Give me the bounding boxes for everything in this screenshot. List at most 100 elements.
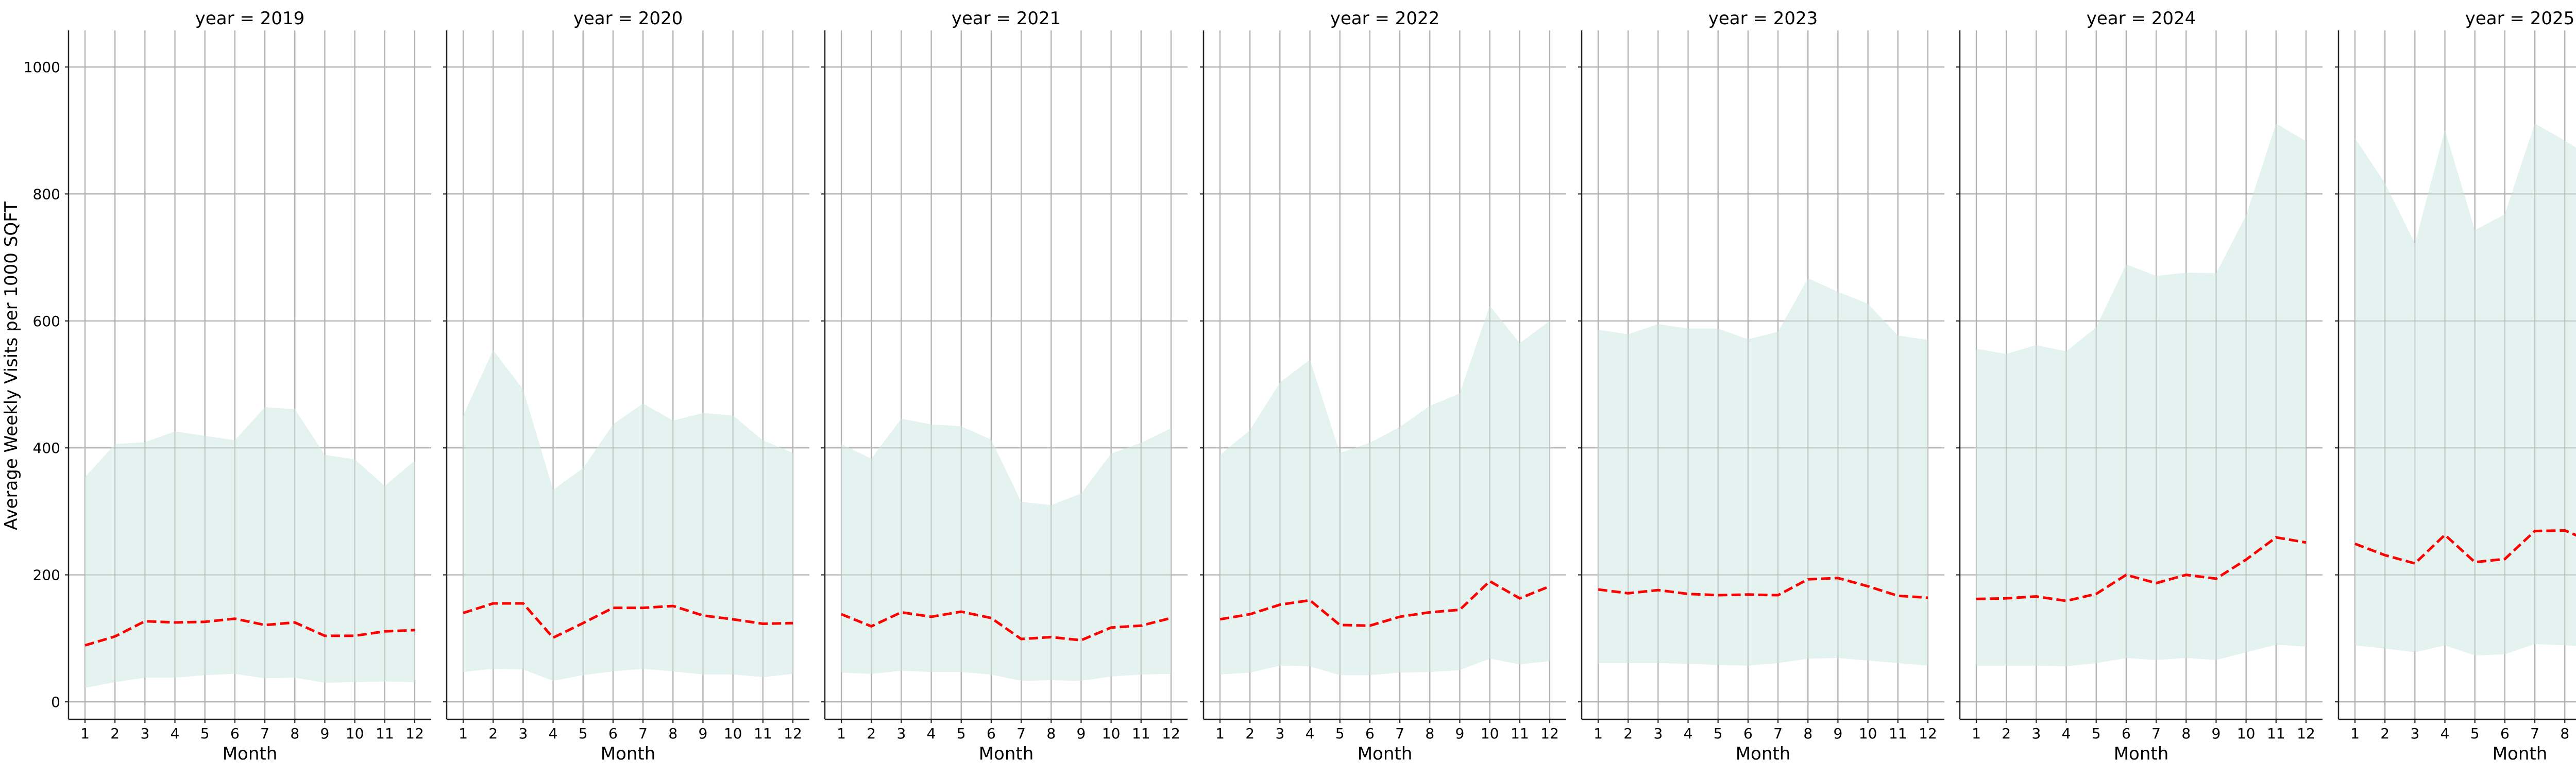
x-tick-label: 3 bbox=[140, 725, 149, 742]
x-tick-label: 8 bbox=[290, 725, 299, 742]
x-tick-label: 5 bbox=[2470, 725, 2480, 742]
x-tick-label: 12 bbox=[1162, 725, 1180, 742]
x-tick-label: 6 bbox=[987, 725, 996, 742]
x-tick-label: 2 bbox=[867, 725, 876, 742]
x-tick-label: 9 bbox=[320, 725, 330, 742]
x-tick-label: 8 bbox=[1803, 725, 1812, 742]
x-axis-label: Month bbox=[601, 744, 656, 764]
x-tick-label: 2 bbox=[110, 725, 120, 742]
x-tick-label: 6 bbox=[1365, 725, 1375, 742]
percentile-band bbox=[463, 350, 793, 681]
x-tick-label: 9 bbox=[1077, 725, 1086, 742]
x-tick-label: 4 bbox=[2441, 725, 2450, 742]
x-tick-label: 4 bbox=[2062, 725, 2071, 742]
x-tick-label: 7 bbox=[1395, 725, 1404, 742]
x-tick-label: 1 bbox=[1594, 725, 1603, 742]
x-tick-label: 5 bbox=[200, 725, 210, 742]
x-tick-label: 5 bbox=[957, 725, 966, 742]
x-tick-label: 2 bbox=[2380, 725, 2389, 742]
percentile-band bbox=[85, 407, 415, 688]
x-tick-label: 7 bbox=[1773, 725, 1783, 742]
x-tick-label: 11 bbox=[1889, 725, 1907, 742]
median-line bbox=[2354, 529, 2576, 565]
x-tick-label: 10 bbox=[1859, 725, 1877, 742]
x-tick-label: 3 bbox=[896, 725, 906, 742]
x-tick-label: 3 bbox=[2031, 725, 2041, 742]
x-tick-label: 5 bbox=[1714, 725, 1723, 742]
x-tick-label: 12 bbox=[405, 725, 424, 742]
x-tick-label: 10 bbox=[346, 725, 364, 742]
x-tick-label: 2 bbox=[1245, 725, 1255, 742]
x-axis-label: Month bbox=[223, 744, 278, 764]
x-tick-label: 10 bbox=[1481, 725, 1499, 742]
x-axis-label: Month bbox=[1736, 744, 1791, 764]
x-tick-label: 8 bbox=[1425, 725, 1434, 742]
x-tick-label: 3 bbox=[2410, 725, 2419, 742]
x-tick-label: 8 bbox=[668, 725, 677, 742]
x-tick-label: 10 bbox=[724, 725, 742, 742]
panel-title: year = 2019 bbox=[195, 8, 304, 29]
median-line bbox=[1219, 579, 1550, 627]
panel-title: year = 2022 bbox=[1330, 8, 1439, 29]
x-tick-label: 6 bbox=[2122, 725, 2131, 742]
x-tick-label: 7 bbox=[260, 725, 269, 742]
y-tick-label: 800 bbox=[33, 186, 60, 203]
x-tick-label: 11 bbox=[1132, 725, 1150, 742]
y-axis-label: Average Weekly Visits per 1000 SQFT bbox=[1, 201, 22, 530]
x-tick-label: 11 bbox=[2267, 725, 2285, 742]
x-tick-label: 1 bbox=[837, 725, 846, 742]
x-tick-label: 7 bbox=[2530, 725, 2539, 742]
x-tick-label: 7 bbox=[638, 725, 648, 742]
x-tick-label: 4 bbox=[171, 725, 180, 742]
percentile-band bbox=[1598, 278, 1928, 666]
x-tick-label: 4 bbox=[1684, 725, 1693, 742]
x-tick-label: 11 bbox=[754, 725, 772, 742]
median-line bbox=[463, 602, 793, 639]
panel-title: year = 2020 bbox=[573, 8, 683, 29]
y-tick-label: 1000 bbox=[24, 59, 60, 76]
x-tick-label: 5 bbox=[579, 725, 588, 742]
panel-title: year = 2021 bbox=[952, 8, 1061, 29]
x-tick-label: 9 bbox=[1455, 725, 1465, 742]
x-tick-label: 9 bbox=[1834, 725, 1843, 742]
y-tick-label: 400 bbox=[33, 440, 60, 457]
x-tick-label: 12 bbox=[784, 725, 802, 742]
x-tick-label: 3 bbox=[1653, 725, 1663, 742]
x-tick-label: 4 bbox=[1306, 725, 1315, 742]
x-tick-label: 1 bbox=[459, 725, 468, 742]
panel-title: year = 2023 bbox=[1708, 8, 1818, 29]
x-tick-label: 6 bbox=[1743, 725, 1753, 742]
x-tick-label: 1 bbox=[1972, 725, 1981, 742]
median-line bbox=[1598, 577, 1928, 599]
percentile-band bbox=[1220, 306, 1550, 676]
y-tick-label: 600 bbox=[33, 313, 60, 330]
x-tick-label: 5 bbox=[1335, 725, 1345, 742]
x-tick-label: 2 bbox=[488, 725, 498, 742]
y-tick-label: 200 bbox=[33, 567, 60, 584]
x-tick-label: 6 bbox=[608, 725, 618, 742]
median-line bbox=[841, 610, 1172, 642]
x-tick-label: 9 bbox=[699, 725, 708, 742]
x-tick-label: 6 bbox=[230, 725, 240, 742]
x-tick-label: 1 bbox=[80, 725, 90, 742]
x-tick-label: 3 bbox=[1275, 725, 1284, 742]
x-tick-label: 12 bbox=[2297, 725, 2315, 742]
panel-title: year = 2025 bbox=[2465, 8, 2574, 29]
percentile-band bbox=[1976, 123, 2306, 667]
x-tick-label: 11 bbox=[1511, 725, 1529, 742]
x-tick-label: 1 bbox=[2350, 725, 2360, 742]
x-tick-label: 2 bbox=[1623, 725, 1633, 742]
x-tick-label: 8 bbox=[2181, 725, 2191, 742]
x-tick-label: 4 bbox=[549, 725, 558, 742]
x-tick-label: 4 bbox=[927, 725, 936, 742]
x-tick-label: 10 bbox=[2237, 725, 2256, 742]
x-tick-label: 8 bbox=[1046, 725, 1056, 742]
median-line bbox=[84, 617, 415, 647]
x-tick-label: 12 bbox=[1540, 725, 1559, 742]
